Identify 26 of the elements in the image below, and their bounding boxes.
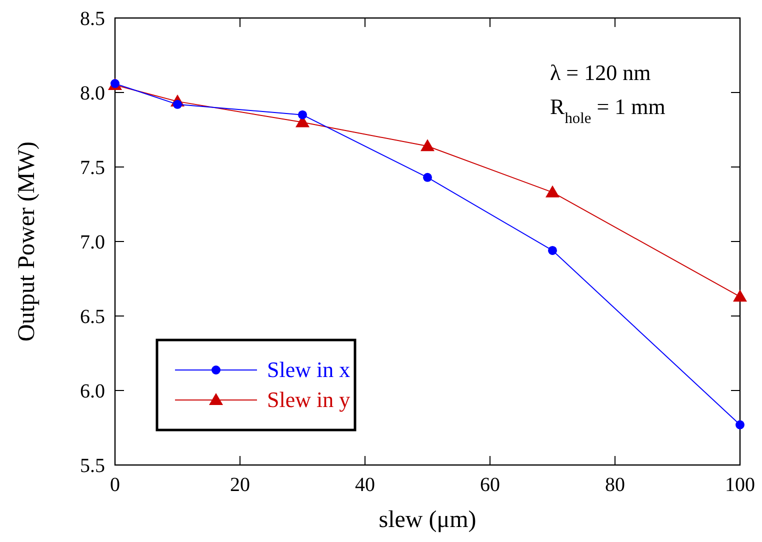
y-tick-label: 5.5: [80, 455, 105, 477]
y-tick-label: 7.0: [80, 232, 105, 254]
x-tick-label: 20: [230, 474, 250, 496]
point: [546, 185, 560, 198]
x-tick-label: 0: [110, 474, 120, 496]
x-tick-label: 60: [480, 474, 500, 496]
y-tick-label: 6.5: [80, 306, 105, 328]
legend-label: Slew in y: [267, 387, 350, 412]
point: [736, 420, 744, 430]
point: [423, 172, 432, 182]
x-tick-label: 100: [725, 474, 755, 496]
x-tick-label: 40: [355, 474, 375, 496]
annotation: λ = 120 nm: [550, 60, 651, 85]
point: [298, 110, 307, 120]
annotation: R$_{hole}$ = 1 mm: [550, 94, 666, 126]
point: [733, 290, 747, 302]
y-axis-title: Output Power (MW): [14, 142, 40, 342]
y-tick-label: 6.0: [80, 380, 105, 402]
legend-label: Slew in x: [267, 357, 350, 382]
y-tick-label: 8.5: [80, 8, 105, 30]
y-tick-label: 7.5: [80, 157, 105, 179]
x-axis-title: slew (μm): [378, 507, 476, 533]
point: [548, 246, 557, 255]
x-tick-label: 80: [605, 474, 625, 496]
y-tick-label: 8.0: [80, 82, 105, 104]
point: [420, 139, 434, 152]
